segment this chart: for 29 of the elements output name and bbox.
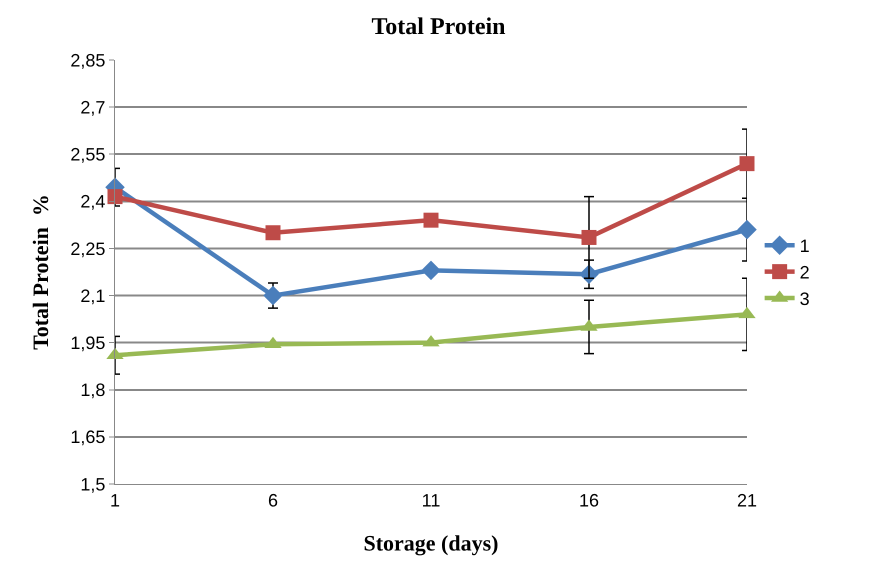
legend-label: 1 <box>800 236 810 256</box>
point <box>266 225 280 240</box>
point <box>108 189 122 204</box>
x-tick-label: 16 <box>578 490 600 511</box>
y-tick-label: 2,55 <box>70 144 106 165</box>
x-tick-label: 6 <box>268 490 278 511</box>
x-tick-label: 11 <box>422 490 440 511</box>
legend-label: 3 <box>800 289 810 310</box>
legend-label: 2 <box>800 262 810 283</box>
point <box>421 260 441 280</box>
y-tick-label: 1,95 <box>70 332 106 353</box>
point <box>737 220 757 240</box>
y-tick-label: 2,25 <box>70 238 106 259</box>
x-tick-label: 21 <box>736 490 758 511</box>
point <box>740 156 754 172</box>
y-tick-label: 1,65 <box>70 427 106 448</box>
y-tick-label: 1,8 <box>80 380 106 400</box>
y-tick-label: 2,7 <box>80 97 106 118</box>
point <box>263 286 283 306</box>
x-tick-label: 1 <box>110 490 120 511</box>
y-tick-label: 2,4 <box>80 192 106 212</box>
y-tick-label: 2,1 <box>80 286 106 306</box>
point <box>582 230 596 245</box>
y-axis-title: Total Protein % <box>28 194 54 350</box>
y-tick-label: 1,5 <box>80 474 106 494</box>
x-axis-title: Storage (days) <box>363 530 499 556</box>
y-tick-label: 2,85 <box>70 50 106 70</box>
point <box>424 212 438 228</box>
chart-title: Total Protein <box>371 14 506 40</box>
